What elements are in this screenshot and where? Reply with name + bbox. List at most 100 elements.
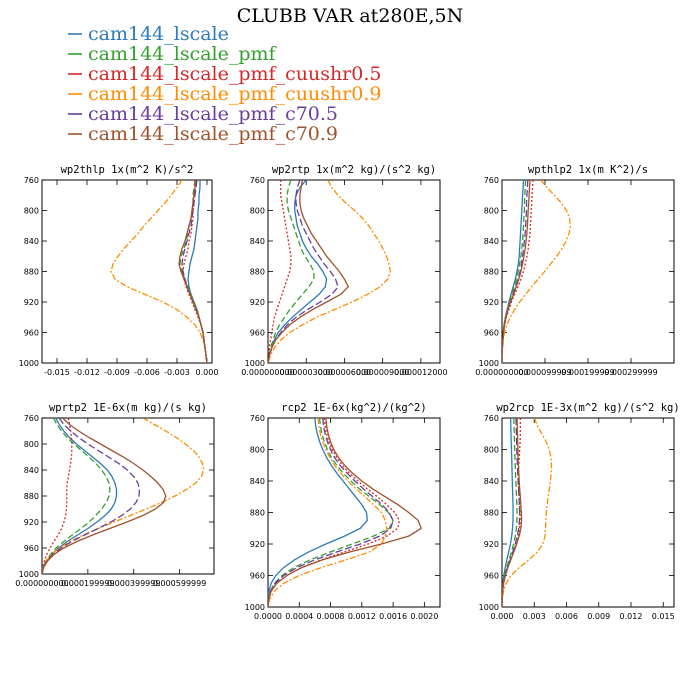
y-tick-label: 760 [24, 176, 39, 185]
y-tick-label: 960 [484, 329, 499, 338]
plot-frame [501, 417, 675, 608]
legend-label-1: cam144_lscale_pmf [88, 43, 278, 65]
series-line-4 [502, 418, 521, 607]
y-tick-label: 760 [484, 176, 499, 185]
x-tick-label: 0.000599999 [153, 579, 206, 588]
y-tick-label: 840 [24, 237, 39, 246]
series-line-3 [110, 180, 208, 363]
y-tick-label: 920 [250, 298, 265, 307]
series-line-4 [42, 418, 141, 574]
y-tick-label: 1000 [479, 359, 499, 368]
series-line-1 [268, 418, 394, 607]
y-tick-label: 920 [484, 540, 499, 549]
legend-label-5: cam144_lscale_pmf_c70.9 [88, 123, 338, 145]
x-tick-label: -0.009 [104, 368, 130, 377]
y-tick-label: 760 [24, 414, 39, 423]
y-tick-label: 840 [484, 237, 499, 246]
chart-panel-3: wprtp2 1E-6x(m kg)/(s kg) 760 800 840 880 920… [15, 402, 215, 588]
x-tick-label: -0.003 [164, 368, 190, 377]
y-tick-label: 1000 [19, 570, 39, 579]
x-tick-label: 0.000399999 [107, 579, 160, 588]
chart-panel-2: wpthlp2 1x(m K^2)/s 760 800 840 880 920 960 100… [475, 164, 675, 377]
y-tick-label: 920 [484, 298, 499, 307]
series-line-5 [502, 180, 531, 363]
series-line-3 [502, 418, 553, 607]
x-tick-label: 0.000006000 [318, 368, 371, 377]
series-line-0 [187, 180, 208, 363]
x-tick-label: 0.012 [620, 612, 643, 621]
y-tick-label: 800 [250, 446, 265, 455]
y-tick-label: 840 [250, 477, 265, 486]
x-tick-label: 0.000000000 [241, 368, 294, 377]
x-tick-label: 0.000199999 [61, 579, 114, 588]
series-line-4 [181, 180, 208, 363]
x-tick-label: 0.0012 [348, 612, 376, 621]
series-line-0 [268, 418, 368, 607]
x-tick-label: 0.0000 [254, 612, 282, 621]
legend-label-0: cam144_lscale [88, 23, 229, 45]
chart-panel-4: rcp2 1E-6x(kg^2)/(kg^2) 760 800 840 880 920 96… [245, 402, 441, 621]
y-tick-label: 960 [250, 572, 265, 581]
panels: wp2thlp 1x(m^2 K)/s^2 760 800 840 880 920 960 1… [15, 164, 679, 621]
y-tick-label: 800 [24, 207, 39, 216]
x-tick-label: 0.000099999 [518, 368, 571, 377]
plot-frame [41, 179, 213, 364]
y-tick-label: 880 [250, 509, 265, 518]
x-tick-label: 0.000 [196, 368, 219, 377]
x-tick-label: -0.012 [74, 368, 100, 377]
y-tick-label: 1000 [479, 603, 499, 612]
legend-label-4: cam144_lscale_pmf_c70.5 [88, 103, 338, 125]
x-tick-label: 0.000199999 [561, 368, 614, 377]
x-tick-label: 0.000012000 [394, 368, 447, 377]
y-tick-label: 880 [484, 268, 499, 277]
x-tick-label: -0.015 [44, 368, 70, 377]
y-tick-label: 840 [24, 466, 39, 475]
series-line-3 [42, 418, 205, 574]
series-line-3 [268, 180, 391, 363]
panel-title: wpthlp2 1x(m K^2)/s [528, 164, 648, 176]
x-tick-label: 0.0020 [410, 612, 438, 621]
y-tick-label: 760 [484, 414, 499, 423]
x-tick-label: 0.000299999 [604, 368, 657, 377]
series-line-3 [268, 418, 388, 607]
series-line-0 [502, 418, 514, 607]
legend-label-3: cam144_lscale_pmf_cuushr0.9 [88, 83, 381, 105]
y-tick-label: 800 [484, 207, 499, 216]
x-tick-label: 0.0016 [379, 612, 407, 621]
y-tick-label: 920 [24, 298, 39, 307]
y-tick-label: 920 [24, 518, 39, 527]
y-tick-label: 880 [24, 492, 39, 501]
panel-title: rcp2 1E-6x(kg^2)/(kg^2) [281, 402, 426, 414]
series-line-1 [42, 418, 111, 574]
x-tick-label: -0.006 [134, 368, 160, 377]
series-line-0 [42, 418, 118, 574]
x-tick-label: 0.015 [652, 612, 675, 621]
x-tick-label: 0.000 [491, 612, 514, 621]
y-tick-label: 1000 [245, 603, 265, 612]
x-tick-label: 0.000000000 [15, 579, 68, 588]
y-tick-label: 960 [250, 329, 265, 338]
x-tick-label: 0.000003000 [279, 368, 332, 377]
x-tick-label: 0.006 [555, 612, 578, 621]
y-tick-label: 800 [484, 446, 499, 455]
series-line-2 [268, 418, 400, 607]
x-tick-label: 0.009 [587, 612, 610, 621]
y-tick-label: 880 [250, 268, 265, 277]
panel-title: wp2thlp 1x(m^2 K)/s^2 [61, 164, 194, 176]
series-line-5 [502, 418, 523, 607]
x-tick-label: 0.000009000 [356, 368, 409, 377]
y-tick-label: 760 [250, 176, 265, 185]
x-tick-label: 0.000000000 [475, 368, 528, 377]
series-line-4 [268, 418, 394, 607]
x-tick-label: 0.003 [523, 612, 546, 621]
y-tick-label: 880 [484, 509, 499, 518]
series-line-1 [502, 418, 518, 607]
y-tick-label: 960 [24, 329, 39, 338]
plot-frame [41, 417, 215, 575]
chart-panel-1: wp2rtp 1x(m^2 kg)/(s^2 kg) 760 800 840 880 92… [241, 164, 447, 377]
series-line-5 [178, 180, 208, 363]
panel-title: wprtp2 1E-6x(m kg)/(s kg) [49, 402, 207, 414]
x-tick-label: 0.0008 [317, 612, 345, 621]
